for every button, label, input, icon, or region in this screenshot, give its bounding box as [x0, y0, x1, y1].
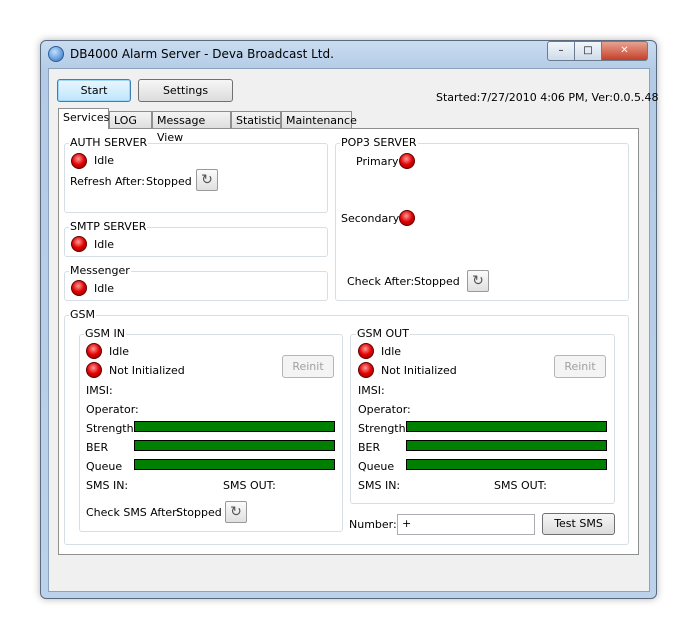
tab-maintenance[interactable]: Maintenance	[281, 111, 357, 128]
gsm-out-sms-in: SMS IN:	[358, 479, 401, 492]
test-sms-button[interactable]: Test SMS	[542, 513, 615, 535]
gsm-check-label: Check SMS After:	[86, 506, 181, 519]
gsm-out-strength-label: Strength	[358, 422, 406, 435]
smtp-server-group	[64, 227, 328, 257]
messenger-group	[64, 271, 328, 301]
gsm-out-reinit-button[interactable]: Reinit	[554, 355, 606, 378]
gsm-group	[64, 315, 629, 545]
refresh-icon[interactable]: ↻	[196, 169, 218, 191]
gsm-out-status-led	[358, 343, 374, 359]
tab-statistic[interactable]: Statistic	[231, 111, 281, 128]
gsm-in-init: Not Initialized	[109, 364, 185, 377]
gsm-title: GSM	[69, 308, 96, 321]
minimize-button[interactable]: –	[547, 41, 575, 61]
gsm-out-operator: Operator:	[358, 403, 411, 416]
gsm-out-imsi: IMSI:	[358, 384, 385, 397]
gsm-in-strength-label: Strength	[86, 422, 134, 435]
pop3-secondary-led	[399, 210, 415, 226]
auth-status-led	[71, 153, 87, 169]
messenger-status: Idle	[94, 282, 115, 295]
gsm-out-group	[350, 334, 615, 504]
refresh-icon[interactable]: ↻	[467, 270, 489, 292]
maximize-button[interactable]: □	[574, 41, 602, 61]
tab-message-view[interactable]: Message View	[152, 111, 231, 144]
gsm-in-group	[79, 334, 343, 532]
pop3-primary-label: Primary	[356, 155, 399, 168]
window-title: DB4000 Alarm Server - Deva Broadcast Ltd…	[70, 47, 334, 61]
gsm-out-title: GSM OUT	[356, 327, 410, 340]
gsm-out-init: Not Initialized	[381, 364, 457, 377]
gsm-check-value: Stopped	[176, 506, 222, 519]
smtp-server-title: SMTP SERVER	[69, 220, 148, 233]
gsm-in-status-led	[86, 343, 102, 359]
gsm-in-operator: Operator:	[86, 403, 139, 416]
start-button[interactable]: Start	[57, 79, 131, 102]
services-panel	[58, 128, 639, 555]
gsm-out-ber-label: BER	[358, 441, 381, 454]
gsm-in-ber-bar	[134, 440, 335, 451]
number-label: Number:	[349, 518, 397, 531]
gsm-in-ber-label: BER	[86, 441, 109, 454]
gsm-in-sms-out: SMS OUT:	[223, 479, 276, 492]
pop3-primary-led	[399, 153, 415, 169]
app-icon	[48, 46, 64, 62]
gsm-in-queue-label: Queue	[86, 460, 123, 473]
pop3-secondary-label: Secondary	[341, 212, 400, 225]
gsm-in-status: Idle	[109, 345, 130, 358]
pop3-server-title: POP3 SERVER	[340, 136, 418, 149]
auth-refresh-label: Refresh After:	[70, 175, 145, 188]
gsm-in-sms-in: SMS IN:	[86, 479, 129, 492]
gsm-out-sms-out: SMS OUT:	[494, 479, 547, 492]
pop3-server-group	[335, 143, 629, 301]
close-button[interactable]: ✕	[601, 41, 648, 61]
gsm-in-init-led	[86, 362, 102, 378]
settings-button[interactable]: Settings	[138, 79, 233, 102]
gsm-in-strength-bar	[134, 421, 335, 432]
gsm-out-init-led	[358, 362, 374, 378]
pop3-check-label: Check After:	[347, 275, 415, 288]
tab-log[interactable]: LOG	[109, 111, 152, 128]
pop3-check-value: Stopped	[414, 275, 460, 288]
auth-server-group	[64, 143, 328, 213]
gsm-in-imsi: IMSI:	[86, 384, 113, 397]
tab-services[interactable]: Services	[58, 108, 109, 129]
auth-server-title: AUTH SERVER	[69, 136, 149, 149]
messenger-status-led	[71, 280, 87, 296]
messenger-title: Messenger	[69, 264, 131, 277]
gsm-in-reinit-button[interactable]: Reinit	[282, 355, 334, 378]
refresh-icon[interactable]: ↻	[225, 501, 247, 523]
gsm-out-ber-bar	[406, 440, 607, 451]
status-text: Started:7/27/2010 4:06 PM, Ver:0.0.5.48	[436, 91, 659, 104]
auth-refresh-value: Stopped	[146, 175, 192, 188]
smtp-status-led	[71, 236, 87, 252]
number-input[interactable]: +	[397, 514, 535, 535]
smtp-status: Idle	[94, 238, 115, 251]
gsm-out-queue-bar	[406, 459, 607, 470]
gsm-out-strength-bar	[406, 421, 607, 432]
gsm-in-queue-bar	[134, 459, 335, 470]
auth-status: Idle	[94, 154, 115, 167]
gsm-in-title: GSM IN	[84, 327, 126, 340]
gsm-out-queue-label: Queue	[358, 460, 395, 473]
gsm-out-status: Idle	[381, 345, 402, 358]
